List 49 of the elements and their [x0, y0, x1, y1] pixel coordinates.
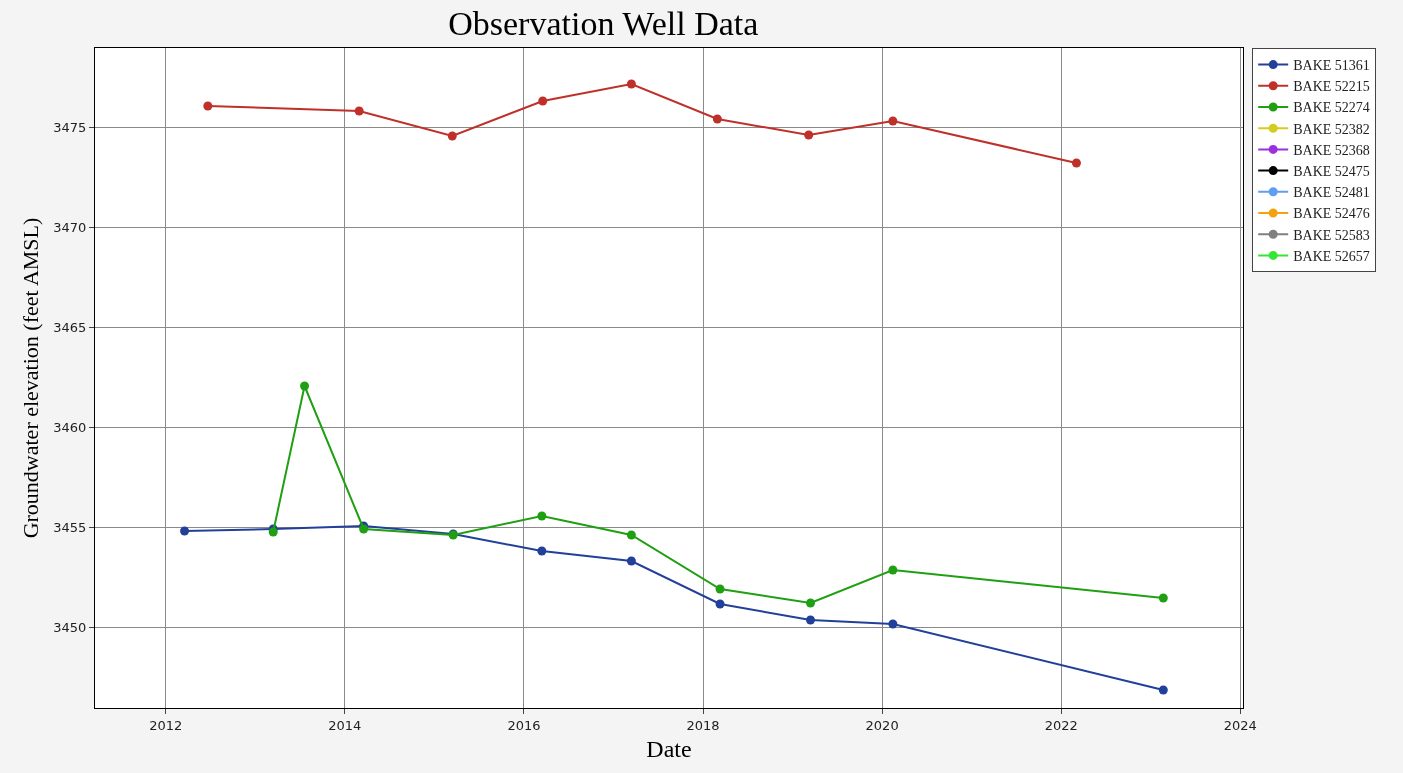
- point: [626, 79, 636, 89]
- y-tick-label: 3450: [53, 619, 87, 635]
- x-tick-label: 2018: [686, 717, 720, 733]
- legend-label: BAKE 52382: [1293, 121, 1370, 137]
- point: [626, 530, 636, 540]
- point: [712, 114, 722, 124]
- point: [203, 101, 213, 111]
- point: [888, 619, 898, 629]
- x-tick-label: 2022: [1044, 717, 1078, 733]
- point: [537, 546, 547, 556]
- y-tick-label: 3470: [53, 219, 87, 235]
- point: [1158, 685, 1168, 695]
- legend-label: BAKE 52215: [1293, 79, 1370, 95]
- point: [888, 116, 898, 126]
- point: [626, 556, 636, 566]
- x-tick-label: 2016: [507, 717, 541, 733]
- point: [354, 106, 364, 116]
- legend-label: BAKE 52476: [1293, 206, 1370, 222]
- legend-label: BAKE 52583: [1293, 227, 1370, 243]
- point: [300, 381, 310, 391]
- point: [805, 615, 815, 625]
- x-tick-label: 2024: [1223, 717, 1257, 733]
- legend-label: BAKE 52657: [1293, 248, 1370, 264]
- legend-label: BAKE 52274: [1293, 100, 1370, 116]
- x-tick-label: 2014: [328, 717, 362, 733]
- y-tick-label: 3460: [53, 419, 87, 435]
- point: [715, 599, 725, 609]
- legend-label: BAKE 52475: [1293, 164, 1370, 180]
- x-axis-title: Date: [646, 735, 692, 762]
- point: [805, 598, 815, 608]
- y-axis-title: Groundwater elevation (feet AMSL): [18, 217, 44, 539]
- y-tick-label: 3455: [53, 519, 87, 535]
- point: [447, 131, 457, 141]
- legend-label: BAKE 52481: [1293, 185, 1370, 201]
- point: [804, 130, 814, 140]
- y-tick-label: 3475: [53, 119, 87, 135]
- point: [180, 526, 190, 536]
- y-tick-label: 3465: [53, 319, 87, 335]
- point: [537, 511, 547, 521]
- point: [1071, 158, 1081, 168]
- point: [888, 565, 898, 575]
- point: [715, 584, 725, 594]
- point: [538, 96, 548, 106]
- x-tick-label: 2020: [865, 717, 899, 733]
- point: [1158, 593, 1168, 603]
- legend-label: BAKE 52368: [1293, 142, 1370, 158]
- chart-title: Observation Well Data: [448, 5, 759, 43]
- x-tick-label: 2012: [149, 717, 183, 733]
- legend-label: BAKE 51361: [1293, 58, 1370, 74]
